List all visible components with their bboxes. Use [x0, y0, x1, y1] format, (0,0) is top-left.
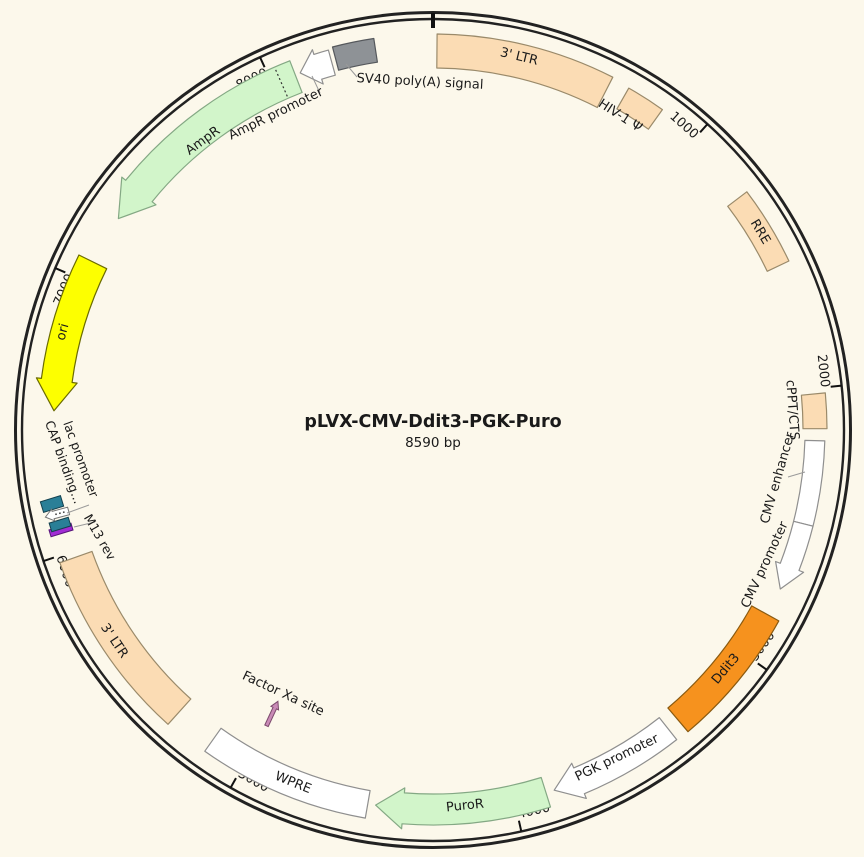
feature-rre[interactable]	[727, 191, 790, 272]
dot	[58, 512, 61, 515]
feature-ampr-promoter[interactable]	[299, 49, 336, 85]
label-cmv-enhancer[interactable]: CMV enhancer	[758, 430, 799, 526]
label-ori[interactable]: ori	[54, 322, 73, 342]
feature-lac-promoter-shape[interactable]	[44, 505, 71, 523]
label-puror[interactable]: PuroR	[445, 797, 484, 816]
plasmid-size: 8590 bp	[405, 435, 461, 451]
leader-line-0	[345, 63, 358, 78]
ampr-signal-divider	[274, 68, 288, 97]
tick-1000	[699, 123, 709, 133]
feature-ddit3[interactable]	[667, 605, 780, 733]
tick-7000	[54, 267, 66, 274]
tick-4000	[517, 820, 523, 832]
feature-m13-rev[interactable]	[48, 516, 72, 533]
tick-3000	[757, 662, 768, 671]
feature-puror[interactable]	[375, 776, 552, 830]
feature-cmv-promoter[interactable]	[775, 520, 814, 590]
feature-ori[interactable]	[35, 254, 108, 412]
feature-wpre[interactable]	[204, 727, 371, 819]
tick-6000	[43, 556, 55, 563]
feature-cmv-enhancer[interactable]	[793, 439, 826, 527]
feature-sv40-polya[interactable]	[331, 37, 378, 71]
label-cppt-cts[interactable]: cPPT/CTS	[782, 379, 801, 440]
tick-5000	[229, 777, 237, 789]
tick-2000	[830, 384, 842, 388]
dot	[55, 513, 57, 516]
tick-8000	[259, 56, 266, 68]
feature-cppt-cts[interactable]	[800, 392, 828, 430]
feature-pgk-promoter[interactable]	[553, 717, 678, 799]
feature-hiv1-psi[interactable]	[616, 87, 663, 130]
backbone-ring-outer	[14, 11, 852, 849]
feature-3-ltr-top[interactable]	[436, 33, 614, 109]
feature-cap-binding-site-shape[interactable]	[39, 495, 65, 513]
feature-3-ltr-bottom[interactable]	[59, 550, 192, 725]
label-factor-xa[interactable]: Factor Xa site	[240, 669, 326, 720]
tick-label-2000: 2000	[814, 354, 832, 389]
feature-lac-promoter[interactable]	[44, 505, 71, 523]
leader-line-2	[787, 471, 806, 478]
leader-line-3	[66, 504, 90, 514]
feature-m13-rev-shape[interactable]	[48, 516, 72, 533]
feature-factor-xa-site[interactable]	[263, 700, 282, 728]
feature-cap-binding-site[interactable]	[39, 495, 65, 513]
plasmid-title: pLVX-CMV-Ddit3-PGK-Puro	[304, 412, 561, 432]
dot	[62, 511, 65, 514]
leader-line-1	[311, 75, 321, 94]
feature-ampr[interactable]	[117, 60, 303, 220]
leader-line-4	[73, 521, 96, 528]
label-sv40-polya[interactable]: SV40 poly(A) signal	[356, 71, 484, 93]
